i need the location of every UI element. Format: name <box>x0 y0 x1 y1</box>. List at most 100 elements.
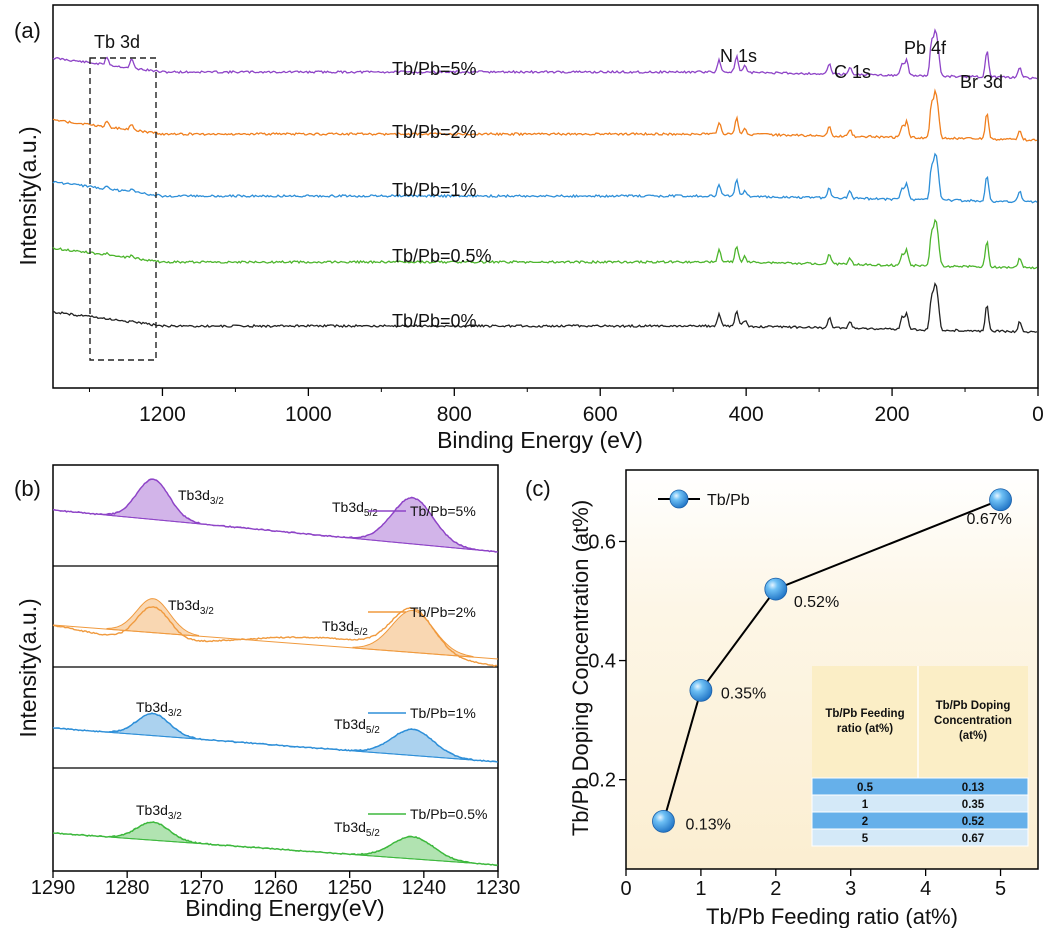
legend-marker <box>669 489 689 509</box>
data-point <box>989 488 1012 512</box>
panel-a-traces <box>52 28 1038 334</box>
panel-a-xtick-label: 600 <box>583 403 618 426</box>
table-body: 0.5 0.13 1 0.35 2 0.52 5 0.67 <box>811 777 1029 847</box>
series-label-2pct: Tb/Pb=2% <box>392 122 477 142</box>
point-label: 0.52% <box>794 594 839 611</box>
data-point <box>652 809 675 833</box>
legend-label: Tb/Pb=2% <box>410 604 476 620</box>
series-label-05pct: Tb/Pb=0.5% <box>392 246 492 266</box>
peak-label-subscript: 3/2 <box>200 606 214 617</box>
table-cell: 0.35 <box>962 799 985 811</box>
panel-b-ylabel: Intensity(a.u.) <box>15 598 41 737</box>
panel-c-ticks: 0 1 2 3 4 5 0.2 0.4 0.6 <box>588 531 1006 900</box>
panel-b-spectra: Tb3d3/2 Tb3d5/2 Tb/Pb=5% Tb3d3/2 Tb3d5/2 Tb/P… <box>52 478 499 867</box>
panel-b-xtick-label: 1230 <box>476 877 521 899</box>
data-point <box>689 678 713 702</box>
panel-a-xtick-label: 200 <box>875 403 910 426</box>
trace-Tb/Pb=2% <box>52 88 1038 142</box>
panel-c-legend: Tb/Pb <box>658 489 750 509</box>
table-cell: 0.52 <box>962 816 984 828</box>
series-label-1pct: Tb/Pb=1% <box>392 180 477 200</box>
legend-label: Tb/Pb=0.5% <box>410 806 487 822</box>
panel-c-xtick-label: 0 <box>620 878 631 900</box>
panel-b-xtick-label: 1260 <box>253 877 298 899</box>
panel-b-xlabel: Binding Energy(eV) <box>185 895 384 921</box>
tb3d-box <box>89 57 157 361</box>
panel-a-frame <box>52 4 1039 389</box>
peak-label-subscript: 5/2 <box>366 725 380 736</box>
panel-b-label: (b) <box>14 476 41 501</box>
legend-label: Tb/Pb <box>707 492 750 509</box>
panel-c-ytick-label: 0.6 <box>588 531 616 553</box>
panel-a-xlabel: Binding Energy (eV) <box>437 427 643 453</box>
panel-c-ylabel: Tb/Pb Doping Concentration (at%) <box>568 500 593 836</box>
peak-label-subscript: 3/2 <box>168 811 182 822</box>
table-header-bg <box>812 666 1028 778</box>
panel-b-xtick-label: 1270 <box>179 877 224 899</box>
series-label-5pct: Tb/Pb=5% <box>392 59 477 79</box>
panel-c-frame <box>625 469 1039 870</box>
peak-label-tb3d52: Tb3d5/2 <box>334 716 380 736</box>
baseline <box>52 624 499 660</box>
peak-label-subscript: 5/2 <box>354 627 368 638</box>
spectrum-Tb/Pb=5% <box>52 478 498 553</box>
table-cell: 0.13 <box>962 782 984 794</box>
peak-label-subscript: 5/2 <box>366 828 380 839</box>
panel-c-data: 0.13% 0.35% 0.52% 0.67% <box>652 488 1012 833</box>
panel-b-xticks: 1290 1280 1270 1260 1250 1240 1230 <box>31 871 521 899</box>
peak-label-tb3d52: Tb3d5/2 <box>334 819 380 839</box>
point-label: 0.35% <box>721 685 766 702</box>
panel-b-xtick-label: 1280 <box>105 877 150 899</box>
panel-a-xtick-label: 400 <box>729 403 764 426</box>
table-row <box>811 777 1029 796</box>
panel-a: (a) Intensity(a.u.) Binding Energy (eV) … <box>14 4 1043 453</box>
panel-c-xlabel: Tb/Pb Feeding ratio (at%) <box>706 904 958 928</box>
peak-label-pb4f: Pb 4f <box>904 38 947 58</box>
spectrum-Tb/Pb=2% <box>52 606 498 668</box>
panel-b-xtick-label: 1290 <box>31 877 76 899</box>
trace-Tb/Pb=0.5% <box>52 218 1038 270</box>
table-row <box>811 828 1029 847</box>
peak-label-subscript: 3/2 <box>168 708 182 719</box>
panel-a-xticks: 1200 1000 800 600 400 200 0 <box>88 388 1043 426</box>
peak-label-tb3d52: Tb3d5/2 <box>322 618 368 638</box>
panel-a-label: (a) <box>14 18 41 43</box>
table-cell: 2 <box>862 816 868 828</box>
panel-c-xtick-label: 1 <box>695 878 706 900</box>
spectrum-Tb/Pb=1% <box>52 712 498 763</box>
trace-Tb/Pb=5% <box>52 28 1038 80</box>
panel-b-xtick-label: 1240 <box>402 877 447 899</box>
peak-label-br3d: Br 3d <box>960 72 1003 92</box>
peak-label-tb3d32: Tb3d3/2 <box>168 597 214 617</box>
peak-label-tb3d32: Tb3d3/2 <box>178 487 224 507</box>
panel-a-xtick-label: 1200 <box>139 403 186 426</box>
panel-c-xtick-label: 5 <box>995 878 1006 900</box>
panel-a-ylabel: Intensity(a.u.) <box>15 126 41 265</box>
peak-label-tb3d52: Tb3d5/2 <box>332 499 378 519</box>
series-label-0pct: Tb/Pb=0% <box>392 311 477 331</box>
table-cell: 5 <box>862 833 869 845</box>
point-label: 0.13% <box>685 816 730 833</box>
table-cell: 0.5 <box>857 782 874 794</box>
panel-c-ytick-label: 0.4 <box>588 651 616 673</box>
data-point <box>764 577 788 601</box>
table-cell: 0.67 <box>962 833 984 845</box>
panel-a-xtick-label: 800 <box>437 403 472 426</box>
table-header-col2: Tb/Pb Doping Concentration (at%) <box>934 700 1012 742</box>
peak-label-subscript: 5/2 <box>364 508 378 519</box>
panel-b-xtick-label: 1250 <box>327 877 372 899</box>
peak-label-n1s: N 1s <box>720 46 757 66</box>
panel-c-ytick-label: 0.2 <box>588 770 616 792</box>
panel-a-xtick-label: 1000 <box>285 403 332 426</box>
peak-fill-tb3d32 <box>109 713 196 740</box>
table-row <box>811 811 1029 830</box>
panel-c-label: (c) <box>525 476 551 501</box>
panel-b: (b) Intensity(a.u.) Binding Energy(eV) 1… <box>14 464 521 921</box>
peak-label-c1s: C 1s <box>834 62 871 82</box>
panel-a-xtick-label: 0 <box>1032 403 1043 426</box>
peak-label-tb3d32: Tb3d3/2 <box>136 802 182 822</box>
panel-c-xtick-label: 3 <box>845 878 856 900</box>
trace-Tb/Pb=1% <box>52 152 1038 204</box>
point-label: 0.67% <box>967 511 1012 528</box>
panel-c: (c) Tb/Pb Doping Concentration (at%) Tb/… <box>525 469 1039 928</box>
